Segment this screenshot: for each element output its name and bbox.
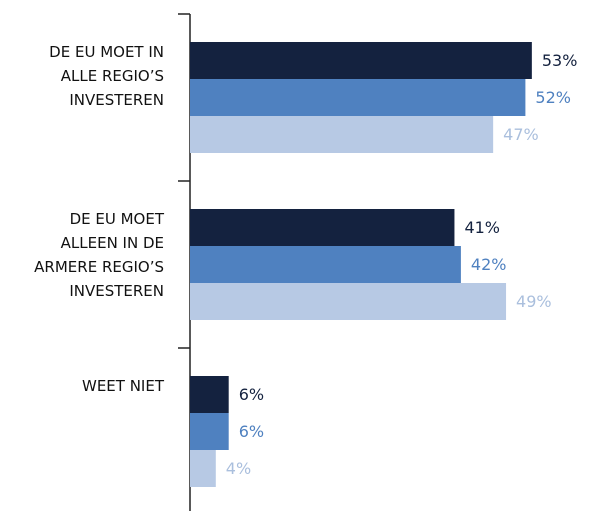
value-label: 52% [535,88,571,107]
bar [190,42,532,79]
category-label: DE EU MOET ALLEEN IN DE ARMERE REGIO’S I… [34,210,164,300]
bar [190,246,461,283]
bar [190,413,229,450]
bar [190,116,494,153]
value-label: 47% [503,125,539,144]
value-label: 6% [239,385,264,404]
bar [190,79,526,116]
category-label: DE EU MOET IN ALLE REGIO’S INVESTEREN [49,43,164,109]
bar [190,209,455,246]
value-label: 42% [471,255,507,274]
value-label: 41% [464,218,500,237]
value-label: 49% [516,292,552,311]
value-label: 4% [226,459,251,478]
value-label: 6% [239,422,264,441]
bar [190,450,216,487]
category-label: WEET NIET [81,377,164,395]
bar [190,376,229,413]
bar [190,283,507,320]
value-label: 53% [542,51,578,70]
